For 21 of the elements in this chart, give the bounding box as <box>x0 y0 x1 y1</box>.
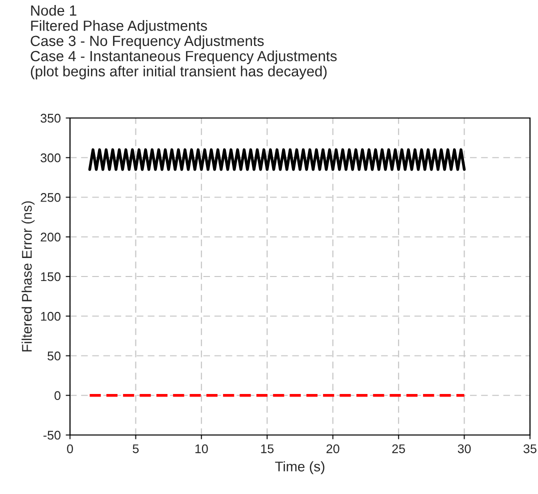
x-tick-label: 30 <box>458 444 471 454</box>
x-tick-label: 15 <box>261 444 274 454</box>
y-tick-label: 250 <box>40 193 60 202</box>
y-tick-label: -50 <box>43 430 60 440</box>
x-axis-title: Time (s) <box>275 461 324 474</box>
x-tick-label: 5 <box>132 444 139 454</box>
y-tick-label: 0 <box>54 391 60 400</box>
y-axis-title: Filtered Phase Error (ns) <box>22 201 35 352</box>
x-tick-label: 25 <box>392 444 405 454</box>
y-tick-label: 100 <box>41 312 60 321</box>
x-tick-label: 20 <box>326 444 340 454</box>
y-tick-label: 300 <box>40 153 60 162</box>
x-tick-label: 0 <box>67 444 73 454</box>
y-tick-label: 350 <box>40 114 60 123</box>
y-tick-label: 50 <box>48 352 60 360</box>
x-tick-label: 35 <box>524 444 536 454</box>
x-tick-label: 10 <box>195 444 208 454</box>
chart-title: Node 1 <box>31 5 76 16</box>
chart-subtitle: Filtered Phase Adjustments Case 3 - No Frequency Adjustments Case 4 - Instantaneous Frequency Adjustments (plot begins after initial transient has decayed) <box>30 20 337 80</box>
y-tick-label: 200 <box>40 232 60 242</box>
y-tick-label: 150 <box>41 272 60 282</box>
